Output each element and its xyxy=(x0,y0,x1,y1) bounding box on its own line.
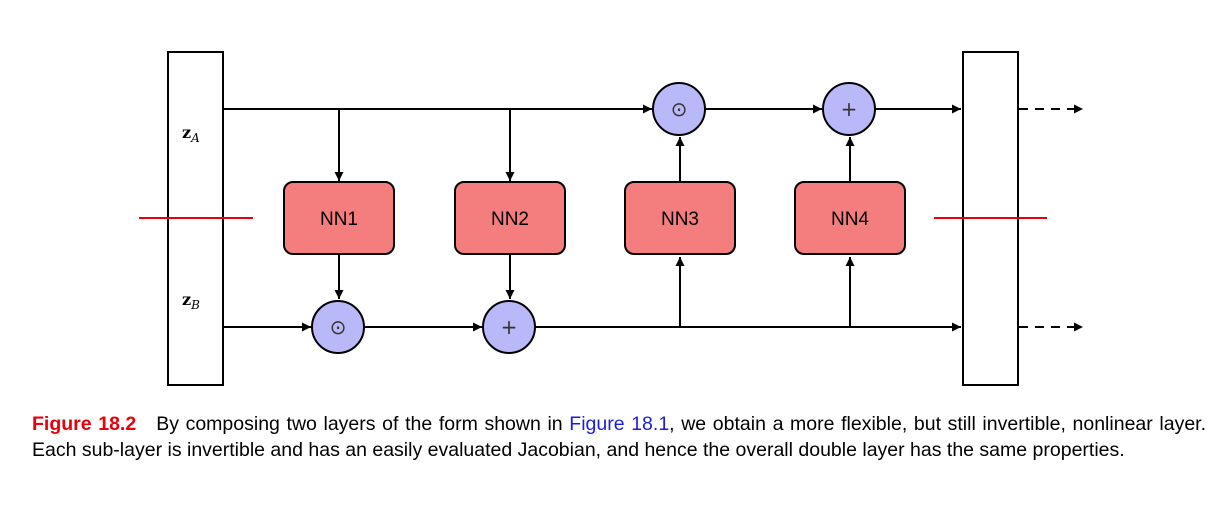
op2-add: + xyxy=(482,300,536,354)
nn1-block: NN1 xyxy=(283,181,395,255)
figure-label: Figure 18.2 xyxy=(32,413,137,435)
nn2-label: NN2 xyxy=(491,209,529,230)
coupling-layer-diagram: zA zB NN1 NN2 NN3 NN4 ⊙ xyxy=(139,51,1083,386)
add-icon: + xyxy=(501,315,518,339)
op1-multiply: ⊙ xyxy=(311,300,365,354)
caption-text-before: By composing two layers of the form show… xyxy=(156,413,570,435)
z-a-label: zA xyxy=(182,123,200,145)
figure-reference-link[interactable]: Figure 18.1 xyxy=(569,413,670,435)
add-icon: + xyxy=(841,97,858,121)
op3-multiply: ⊙ xyxy=(652,82,706,136)
z-b-label: zB xyxy=(182,290,200,312)
nn4-block: NN4 xyxy=(794,181,906,255)
nn3-block: NN3 xyxy=(624,181,736,255)
multiply-icon: ⊙ xyxy=(671,97,688,121)
op4-add: + xyxy=(822,82,876,136)
caption-text-after: , we obtain a more flexible, but still i… xyxy=(32,413,1207,461)
nn1-label: NN1 xyxy=(320,209,358,230)
nn4-label: NN4 xyxy=(831,209,869,230)
nn2-block: NN2 xyxy=(454,181,566,255)
multiply-icon: ⊙ xyxy=(330,315,347,339)
figure-caption: Figure 18.2 By composing two layers of th… xyxy=(32,411,1206,463)
nn3-label: NN3 xyxy=(661,209,699,230)
